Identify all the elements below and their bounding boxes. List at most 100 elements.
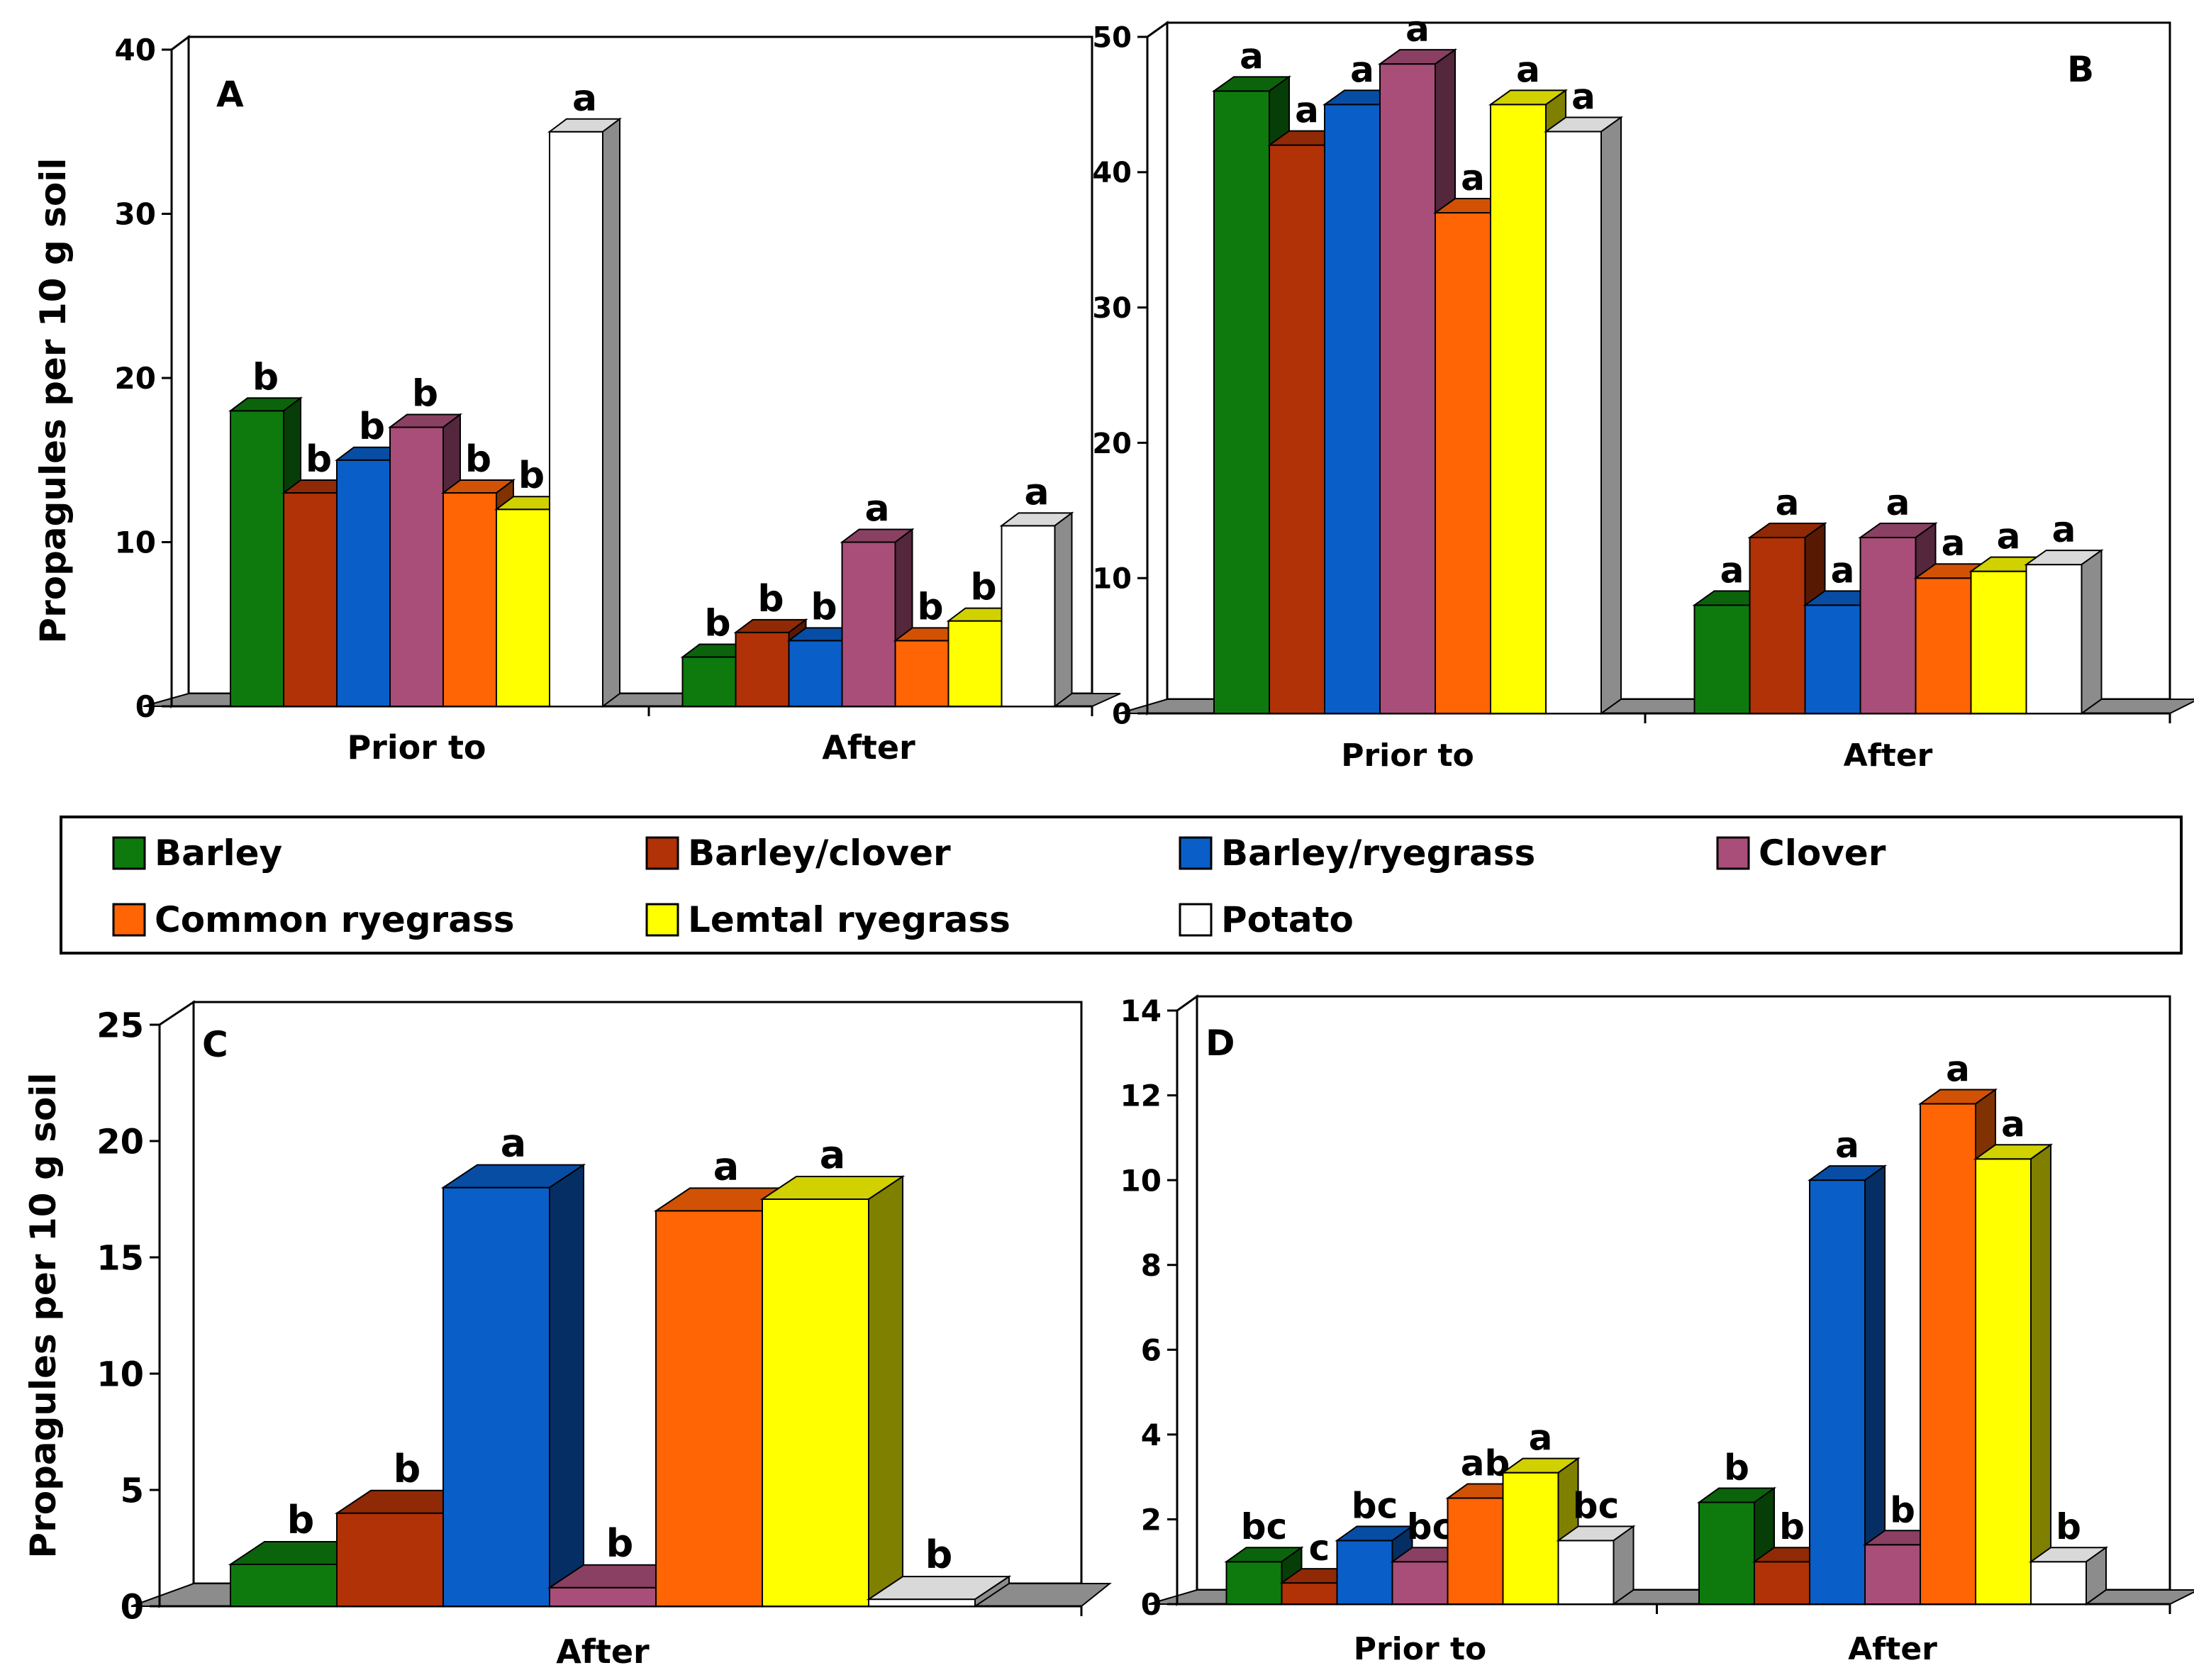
legend-swatch-clover [1716, 836, 1750, 870]
significance-letter: bc [1241, 1506, 1287, 1547]
x-category-label: Prior to [1354, 1631, 1487, 1667]
x-category-label: Prior to [1341, 738, 1474, 774]
bar-barley-ryegrass-after [1804, 604, 1861, 714]
significance-letter: a [1831, 550, 1855, 591]
legend-swatch-lemtal-ryegrass [645, 903, 679, 937]
y-tick-label: 4 [1141, 1418, 1162, 1452]
bar-barley-clover-after [735, 631, 790, 708]
bar-barley-ryegrass-prior-to [1336, 1540, 1393, 1606]
bar-potato-prior-to [1557, 1540, 1615, 1606]
y-tick-label: 15 [96, 1238, 144, 1278]
y-tick-label: 20 [115, 361, 156, 396]
panel-label: B [2067, 49, 2094, 90]
plot-side-wall [158, 1000, 195, 1608]
y-tick-label: 6 [1141, 1333, 1162, 1367]
significance-letter: a [1516, 49, 1540, 90]
y-tick-label: 8 [1141, 1248, 1162, 1283]
y-axis-label: Propagules per 10 g soil [23, 1072, 64, 1558]
y-tick-label: 40 [1092, 157, 1132, 189]
bar-common-ryegrass-prior-to [1447, 1497, 1504, 1605]
significance-letter: a [1405, 9, 1430, 50]
significance-letter: bc [1573, 1485, 1619, 1526]
bar-barley-prior-to [1213, 90, 1270, 714]
bar-lemtal-ryegrass-after [762, 1198, 869, 1607]
bar-lemtal-ryegrass-prior-to [496, 508, 550, 707]
legend: Barley Barley/clover Barley/ryegrass Clover… [60, 816, 2183, 955]
significance-letter: b [925, 1532, 953, 1577]
legend-label-barley-ryegrass: Barley/ryegrass [1221, 833, 1535, 874]
bar-lemtal-ryegrass-after-side [2030, 1143, 2051, 1606]
significance-letter: a [2052, 509, 2076, 550]
significance-letter: b [412, 372, 438, 415]
legend-label-common-ryegrass: Common ryegrass [155, 899, 514, 940]
y-tick-label: 10 [115, 525, 156, 560]
y-tick-label: 25 [96, 1006, 144, 1045]
significance-letter: c [1309, 1528, 1330, 1569]
x-category-label: After [1844, 738, 1933, 774]
bar-barley-after [1693, 604, 1751, 714]
significance-letter: a [713, 1144, 739, 1189]
significance-letter: bc [1407, 1506, 1453, 1547]
y-tick-label: 50 [1092, 21, 1132, 54]
significance-letter: a [1350, 49, 1374, 90]
bar-barley-clover-after [336, 1512, 444, 1608]
legend-swatch-potato [1179, 903, 1213, 937]
bar-barley-clover-after [1749, 536, 1806, 715]
bar-lemtal-ryegrass-prior-to [1502, 1472, 1559, 1606]
significance-letter: a [1946, 1049, 1970, 1090]
bar-barley-clover-prior-to [1281, 1582, 1338, 1606]
bar-common-ryegrass-after [1920, 1103, 1976, 1605]
significance-letter: b [2056, 1506, 2081, 1547]
significance-letter: a [864, 488, 889, 530]
bar-potato-prior-to-side [602, 117, 620, 708]
legend-label-potato: Potato [1221, 899, 1354, 940]
legend-label-clover: Clover [1759, 833, 1886, 874]
bar-lemtal-ryegrass-after [1970, 570, 2027, 714]
bar-common-ryegrass-prior-to [1435, 212, 1491, 715]
significance-letter: a [1295, 90, 1319, 131]
significance-letter: b [359, 406, 385, 448]
panel-label: C [202, 1024, 228, 1065]
bar-barley-prior-to [230, 410, 284, 707]
bar-potato-after-side [974, 1575, 1010, 1608]
bar-lemtal-ryegrass-prior-to [1490, 104, 1547, 714]
bar-potato-prior-to [549, 130, 603, 707]
significance-letter: b [970, 567, 996, 609]
bar-clover-prior-to [1391, 1561, 1449, 1606]
bar-clover-after [1859, 536, 1917, 715]
bar-clover-after [841, 541, 896, 707]
significance-letter: bc [1352, 1485, 1398, 1526]
x-category-label: After [556, 1632, 650, 1671]
significance-letter: b [1724, 1447, 1749, 1489]
plot-side-wall [1146, 21, 1169, 716]
y-tick-label: 20 [96, 1122, 144, 1162]
plot-side-wall [1176, 994, 1198, 1606]
legend-box [60, 816, 2183, 955]
bar-potato-after [868, 1598, 976, 1607]
significance-letter: b [606, 1521, 634, 1566]
significance-letter: a [1997, 516, 2021, 557]
y-tick-label: 0 [121, 1587, 144, 1627]
bar-potato-prior-to-side [1600, 116, 1622, 715]
bar-common-ryegrass-after [894, 640, 950, 708]
plot-back-wall [192, 1001, 1083, 1585]
significance-letter: a [1024, 471, 1049, 513]
y-tick-label: 30 [115, 197, 156, 232]
bar-barley-clover-prior-to [283, 492, 338, 707]
significance-letter: a [1886, 482, 1910, 523]
bar-barley-clover-prior-to [1269, 144, 1325, 714]
bar-barley-prior-to [1225, 1561, 1283, 1606]
legend-label-barley: Barley [155, 833, 282, 874]
panel-c-chart: 0 5 10 15 20 25 After b b a b a a b C Propagules per 10… [23, 1000, 1112, 1671]
bar-potato-after [1001, 525, 1056, 707]
significance-letter: b [394, 1447, 421, 1491]
bar-potato-prior-to-side [1613, 1525, 1635, 1606]
significance-letter: b [465, 438, 491, 481]
significance-letter: ab [1461, 1443, 1510, 1484]
y-tick-label: 10 [96, 1354, 144, 1394]
legend-swatch-barley-ryegrass [1179, 836, 1213, 870]
significance-letter: b [1779, 1506, 1805, 1547]
significance-letter: b [704, 603, 730, 645]
bar-barley-after [681, 656, 737, 707]
panel-label: D [1205, 1023, 1235, 1064]
